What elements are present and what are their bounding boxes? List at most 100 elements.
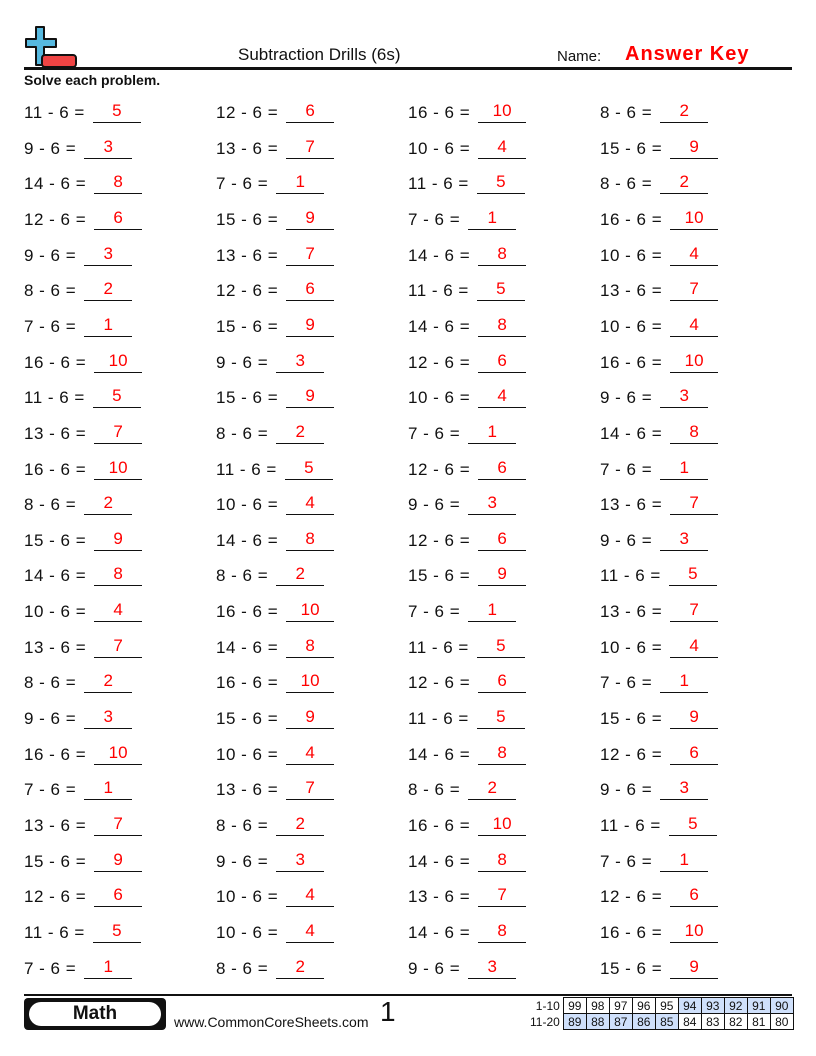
answer-blank[interactable]: 9 [670,136,719,159]
answer-blank[interactable]: 10 [478,813,527,836]
answer-blank[interactable]: 10 [286,670,335,694]
answer-blank[interactable]: 7 [286,243,335,266]
answer-blank[interactable]: 10 [94,350,143,373]
answer-blank[interactable]: 7 [286,777,335,801]
answer-blank[interactable]: 6 [478,457,527,480]
answer-blank[interactable]: 5 [668,813,717,836]
answer-blank[interactable]: 3 [84,706,133,730]
answer-blank[interactable]: 4 [670,314,719,337]
answer-blank[interactable]: 8 [478,849,527,872]
answer-blank[interactable]: 1 [276,171,325,195]
answer-blank[interactable]: 6 [94,884,143,908]
answer-blank[interactable]: 6 [670,742,719,765]
answer-blank[interactable]: 2 [84,278,133,302]
answer-blank[interactable]: 5 [92,385,141,409]
answer-blank[interactable]: 5 [92,920,141,943]
answer-blank[interactable]: 7 [478,884,527,908]
answer-blank[interactable]: 8 [478,243,527,266]
answer-blank[interactable]: 6 [478,670,527,694]
answer-blank[interactable]: 4 [478,385,527,409]
answer-blank[interactable]: 2 [84,670,133,694]
answer-blank[interactable]: 8 [478,920,527,943]
answer-blank[interactable]: 1 [84,314,133,337]
answer-blank[interactable]: 1 [660,457,709,480]
answer-blank[interactable]: 1 [84,777,133,801]
answer-blank[interactable]: 1 [84,956,133,979]
answer-blank[interactable]: 5 [476,278,525,302]
answer-blank[interactable]: 5 [284,457,333,480]
answer-blank[interactable]: 6 [478,350,527,373]
answer-blank[interactable]: 4 [286,742,335,765]
answer-blank[interactable]: 10 [670,207,719,230]
answer-blank[interactable]: 5 [92,100,141,123]
answer-blank[interactable]: 2 [660,100,709,123]
answer-blank[interactable]: 2 [276,421,325,444]
answer-blank[interactable]: 9 [670,956,719,979]
answer-blank[interactable]: 6 [286,278,335,302]
answer-blank[interactable]: 2 [276,563,325,587]
answer-blank[interactable]: 9 [94,528,143,551]
answer-blank[interactable]: 9 [670,706,719,730]
answer-blank[interactable]: 10 [94,742,143,765]
answer-blank[interactable]: 3 [660,528,709,551]
answer-blank[interactable]: 2 [276,956,325,979]
answer-blank[interactable]: 9 [286,314,335,337]
answer-blank[interactable]: 2 [468,777,517,801]
answer-blank[interactable]: 1 [468,207,517,230]
answer-blank[interactable]: 4 [286,492,335,516]
answer-blank[interactable]: 9 [286,207,335,230]
answer-blank[interactable]: 3 [276,849,325,872]
answer-blank[interactable]: 3 [84,243,133,266]
answer-blank[interactable]: 7 [670,492,719,516]
answer-blank[interactable]: 9 [94,849,143,872]
answer-blank[interactable]: 9 [478,563,527,587]
answer-blank[interactable]: 4 [94,599,143,623]
answer-blank[interactable]: 8 [286,635,335,658]
answer-blank[interactable]: 1 [468,599,517,623]
answer-blank[interactable]: 1 [468,421,517,444]
answer-blank[interactable]: 10 [94,457,143,480]
answer-blank[interactable]: 8 [478,742,527,765]
answer-blank[interactable]: 5 [476,171,525,195]
answer-blank[interactable]: 7 [286,136,335,159]
answer-blank[interactable]: 6 [670,884,719,908]
answer-blank[interactable]: 7 [94,635,143,658]
answer-blank[interactable]: 3 [84,136,133,159]
answer-blank[interactable]: 1 [660,849,709,872]
answer-blank[interactable]: 7 [94,421,143,444]
answer-blank[interactable]: 8 [670,421,719,444]
answer-blank[interactable]: 4 [670,243,719,266]
answer-blank[interactable]: 1 [660,670,709,694]
answer-blank[interactable]: 3 [468,492,517,516]
answer-blank[interactable]: 6 [478,528,527,551]
answer-blank[interactable]: 9 [286,706,335,730]
answer-blank[interactable]: 10 [286,599,335,623]
answer-blank[interactable]: 3 [276,350,325,373]
answer-blank[interactable]: 6 [94,207,143,230]
answer-blank[interactable]: 4 [286,884,335,908]
answer-blank[interactable]: 2 [660,171,709,195]
answer-blank[interactable]: 9 [286,385,335,409]
answer-blank[interactable]: 4 [670,635,719,658]
answer-blank[interactable]: 7 [670,599,719,623]
answer-blank[interactable]: 10 [478,100,527,123]
answer-blank[interactable]: 10 [670,350,719,373]
answer-blank[interactable]: 8 [286,528,335,551]
answer-blank[interactable]: 2 [276,813,325,836]
answer-blank[interactable]: 5 [668,563,717,587]
answer-blank[interactable]: 5 [476,706,525,730]
answer-blank[interactable]: 7 [94,813,143,836]
answer-blank[interactable]: 8 [478,314,527,337]
answer-blank[interactable]: 8 [94,171,143,195]
answer-blank[interactable]: 2 [84,492,133,516]
answer-blank[interactable]: 3 [660,385,709,409]
answer-blank[interactable]: 7 [670,278,719,302]
answer-blank[interactable]: 3 [468,956,517,979]
answer-blank[interactable]: 5 [476,635,525,658]
answer-blank[interactable]: 3 [660,777,709,801]
answer-blank[interactable]: 8 [94,563,143,587]
answer-blank[interactable]: 4 [286,920,335,943]
answer-blank[interactable]: 4 [478,136,527,159]
answer-blank[interactable]: 10 [670,920,719,943]
answer-blank[interactable]: 6 [286,100,335,123]
